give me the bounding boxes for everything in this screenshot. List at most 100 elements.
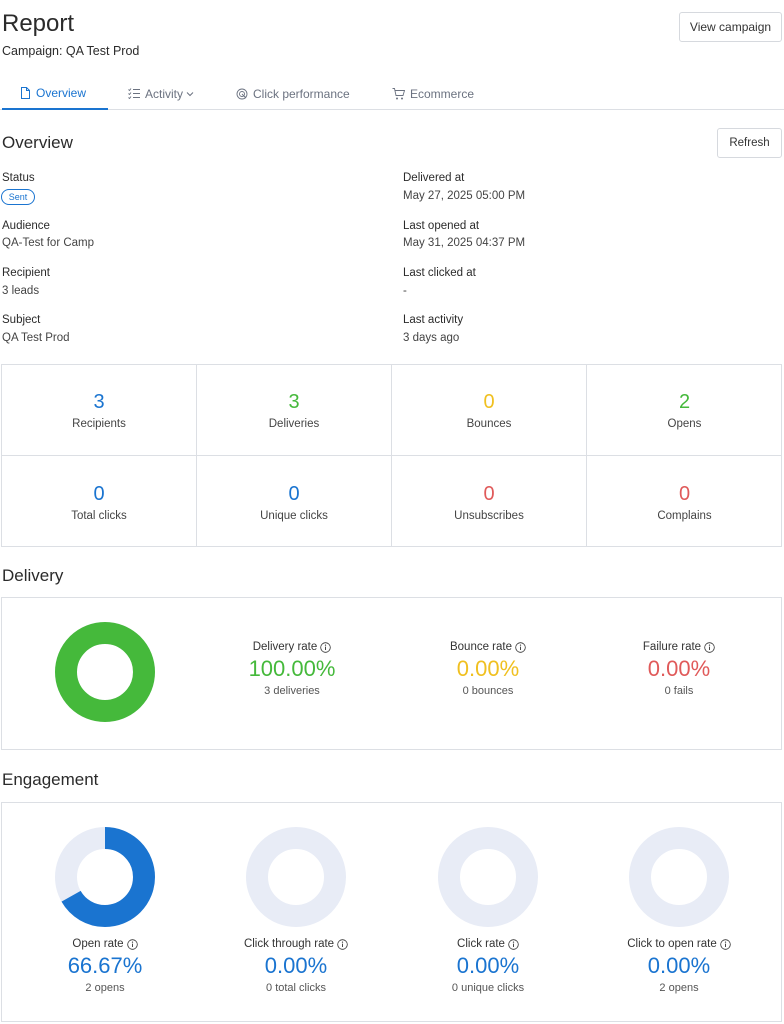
subject-label: Subject [2,314,41,326]
delivery-rate-label: Delivery rate [252,641,318,653]
stat-complains: 0 Complains [587,456,782,547]
open-rate-value: 66.67% [67,953,143,978]
engagement-donut-track [246,827,346,927]
chevron-down-icon [186,91,194,96]
engagement-panel: Open rate 66.67% 2 opens Click through r… [1,802,782,1022]
stat-value: 0 [483,482,495,505]
click-rate-label: Click rate [457,938,505,950]
delivered-at-label: Delivered at [403,172,465,184]
failure-rate-metric: Failure rate 0.00% 0 fails [604,641,754,697]
overview-title: Overview [2,133,73,152]
click-through-rate-label: Click through rate [243,938,335,950]
click-rate-value: 0.00% [456,953,520,978]
click-rate-metric: Click rate 0.00% 0 unique clicks [413,938,563,994]
click-through-rate-donut-chart [246,827,346,927]
delivery-donut-chart [55,622,155,722]
tab-ecommerce-label: Ecommerce [410,86,475,101]
stat-label: Recipients [72,418,126,430]
click-to-open-rate-value: 0.00% [647,953,711,978]
stat-value: 3 [93,391,105,413]
checklist-icon [128,88,140,99]
last-opened-value: May 31, 2025 04:37 PM [403,237,526,249]
refresh-button[interactable]: Refresh [717,128,782,158]
campaign-name: Campaign: QA Test Prod [2,44,140,58]
bounce-rate-metric: Bounce rate 0.00% 0 bounces [413,641,563,697]
cart-icon [392,87,405,99]
click-through-rate-sub: 0 total clicks [266,982,326,994]
open-rate-label: Open rate [72,938,124,950]
stat-value: 2 [678,391,691,413]
stat-label: Opens [667,418,702,430]
audience-value: QA-Test for Camp [2,237,95,249]
delivery-panel: Delivery rate 100.00% 3 deliveries Bounc… [1,597,782,750]
audience-label: Audience [2,220,50,232]
info-icon[interactable] [515,641,526,653]
failure-rate-value: 0.00% [647,656,711,681]
engagement-title: Engagement [2,770,99,789]
delivery-rate-value: 100.00% [248,656,336,681]
stats-grid: 3 Recipients 3 Deliveries 0 Bounces 2 Op… [1,364,782,547]
stat-bounces: 0 Bounces [392,365,587,456]
stat-value: 0 [93,482,105,505]
last-activity-label: Last activity [403,314,464,326]
delivery-rate-sub: 3 deliveries [264,685,320,697]
delivery-title: Delivery [2,566,64,585]
click-rate-sub: 0 unique clicks [451,982,525,994]
tab-ecommerce[interactable]: Ecommerce [392,78,474,109]
info-icon[interactable] [320,641,331,653]
click-target-icon [236,88,248,99]
tab-click-performance-label: Click performance [253,86,350,101]
info-icon[interactable] [704,641,715,653]
click-to-open-rate-donut-chart [629,827,729,927]
open-rate-donut-chart [55,827,155,927]
click-rate-donut-chart [438,827,538,927]
page-title: Report [2,10,75,37]
info-icon[interactable] [337,938,348,950]
stat-recipients: 3 Recipients [2,365,197,456]
last-clicked-label: Last clicked at [403,267,476,279]
click-to-open-rate-metric: Click to open rate 0.00% 2 opens [604,938,754,994]
open-rate-metric: Open rate 66.67% 2 opens [30,938,180,994]
stat-unique-clicks: 0 Unique clicks [197,456,392,547]
engagement-donut-arc [55,827,155,927]
status-badge: Sent [1,189,35,205]
last-opened-label: Last opened at [403,220,480,232]
report-header: Report Campaign: QA Test Prod View campa… [0,0,784,70]
stat-deliveries: 3 Deliveries [197,365,392,456]
last-activity-value: 3 days ago [403,332,460,344]
info-icon[interactable] [508,938,519,950]
stat-label: Complains [657,509,712,522]
info-icon[interactable] [126,938,138,950]
tab-activity[interactable]: Activity [128,78,194,109]
click-to-open-rate-sub: 2 opens [659,982,699,994]
delivery-donut-arc [55,622,155,722]
tab-activity-label: Activity [145,86,184,101]
stat-unsubscribes: 0 Unsubscribes [392,456,587,547]
bounce-rate-value: 0.00% [456,656,520,681]
delivered-at-value: May 27, 2025 05:00 PM [403,190,526,202]
engagement-donut-track [438,827,538,927]
tab-overview[interactable]: Overview [2,78,108,110]
tab-click-performance[interactable]: Click performance [236,78,350,109]
stat-label: Unsubscribes [454,509,524,522]
stat-value: 3 [288,391,300,413]
recipient-label: Recipient [2,267,50,279]
stat-value: 0 [678,482,691,505]
recipient-value: 3 leads [2,285,40,297]
click-through-rate-value: 0.00% [264,953,328,978]
failure-rate-sub: 0 fails [664,685,694,697]
stat-value: 0 [288,482,300,505]
info-icon[interactable] [720,938,731,950]
open-rate-sub: 2 opens [85,982,125,994]
stat-value: 0 [483,391,495,413]
engagement-donut-track [629,827,729,927]
stat-label: Bounces [466,418,512,430]
stat-label: Unique clicks [260,509,328,522]
failure-rate-label: Failure rate [642,641,702,653]
subject-value: QA Test Prod [2,332,70,344]
status-label: Status [2,172,35,184]
view-campaign-button[interactable]: View campaign [679,12,782,42]
document-icon [21,87,30,99]
last-clicked-value: - [403,285,407,297]
report-tabs: Overview Activity Click performance Ecom… [0,78,784,110]
